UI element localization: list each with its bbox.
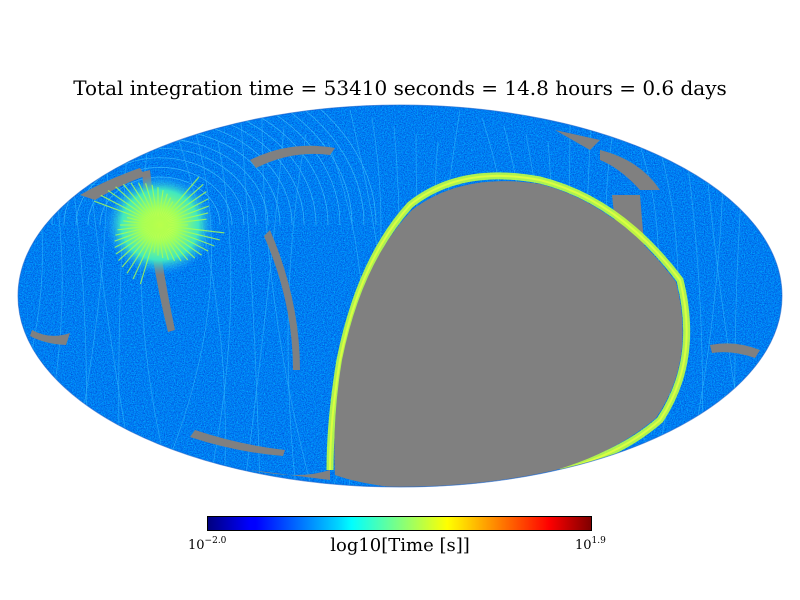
- colorbar-label: log10[Time [s]]: [330, 535, 470, 556]
- hotspot-ray: [115, 224, 159, 236]
- scan-loop: [18, 105, 341, 226]
- hotspot-ray: [123, 220, 159, 226]
- hotspot-ray: [130, 182, 159, 226]
- hotspot-ray: [157, 212, 209, 226]
- scan-loop: [18, 105, 377, 226]
- hotspot-ray: [117, 224, 159, 231]
- hotspot-ray: [115, 186, 159, 226]
- hotspot-ray: [114, 224, 159, 242]
- hotspot-ray: [157, 224, 202, 256]
- hotspot-ray: [157, 224, 225, 234]
- hotspot-ray: [139, 224, 159, 285]
- hotspot-ray: [94, 200, 159, 226]
- hotspot-ray: [157, 183, 204, 226]
- hotspot-ray: [157, 205, 210, 226]
- scan-loop: [18, 105, 329, 226]
- hotspot-ray: [121, 224, 159, 268]
- hotspot-ray: [157, 224, 182, 262]
- hotspot-ray: [122, 183, 159, 226]
- hotspot-ray: [157, 224, 220, 241]
- scan-track: [239, 109, 261, 487]
- scan-track: [155, 133, 212, 487]
- hotspot-rays: [94, 176, 225, 285]
- scan-track: [140, 117, 173, 487]
- hotspot-ray: [157, 224, 196, 259]
- hotspot-ray: [157, 224, 176, 262]
- hotspot-ray: [126, 224, 159, 274]
- colorbar-min-label: 10−2.0: [188, 536, 227, 553]
- hotspot-ray: [100, 194, 159, 226]
- hotspot-ray: [157, 193, 168, 226]
- scan-track: [261, 117, 313, 487]
- hotspot-ray: [153, 224, 159, 253]
- hotspot-ray: [157, 218, 207, 226]
- hotspot-ray: [157, 224, 189, 261]
- hotspot-ray: [132, 224, 159, 280]
- hotspot-ray: [137, 182, 159, 226]
- hotspot-ray: [115, 224, 159, 255]
- hotspot-ray: [157, 198, 209, 226]
- hotspot-ray: [157, 197, 172, 226]
- hotspot-ray: [157, 224, 209, 252]
- hotspot-ray: [107, 190, 159, 226]
- chart-title: Total integration time = 53410 seconds =…: [73, 76, 727, 100]
- colorbar-max-label: 101.9: [575, 536, 606, 553]
- hotspot-ray: [157, 201, 174, 226]
- hotspot-ray: [157, 224, 164, 259]
- hotspot-ray: [157, 176, 200, 226]
- colorbar: [207, 516, 592, 531]
- scan-loop: [18, 105, 365, 226]
- hotspot-ray: [151, 184, 159, 226]
- hotspot-ray: [126, 216, 159, 226]
- hotspot-ray: [114, 224, 159, 249]
- hotspot-ray: [145, 183, 159, 226]
- hotspot-ray: [157, 190, 164, 226]
- unobserved-region-large: [334, 181, 683, 487]
- scan-track: [243, 125, 285, 487]
- hotspot-ray: [157, 224, 215, 247]
- hotspot-ray: [157, 224, 169, 260]
- hotspot-ray: [117, 224, 159, 262]
- hotspot-ray: [157, 191, 207, 226]
